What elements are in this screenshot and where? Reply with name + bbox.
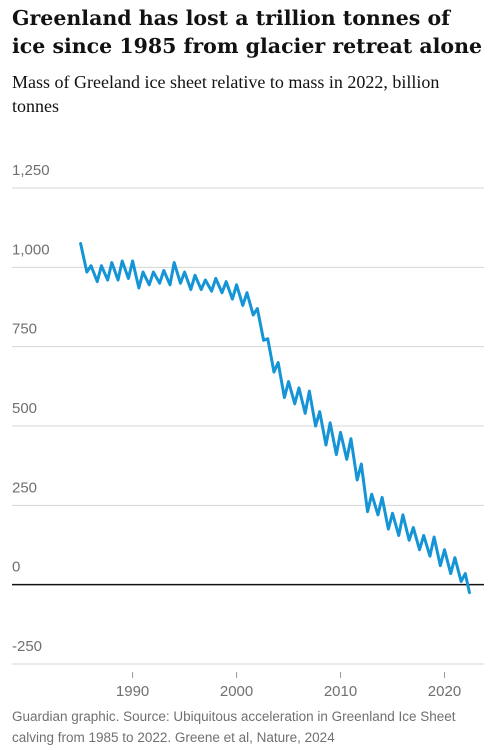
y-tick-label: 750 [12, 321, 37, 338]
y-tick-label: 500 [12, 400, 37, 417]
y-tick-label: -250 [12, 638, 42, 655]
x-tick-label: 2010 [324, 683, 357, 700]
chart-subtitle: Mass of Greeland ice sheet relative to m… [12, 72, 440, 116]
source-note: Guardian graphic. Source: Ubiquitous acc… [12, 709, 456, 745]
y-tick-label: 0 [12, 559, 20, 576]
x-tick-label: 1990 [116, 683, 149, 700]
y-tick-label: 1,000 [12, 241, 50, 258]
data-line [79, 242, 471, 595]
x-tick-label: 2020 [428, 683, 461, 700]
chart-title: Greenland has lost a trillion tonnes of … [12, 6, 483, 58]
y-tick-label: 250 [12, 479, 37, 496]
x-tick-label: 2000 [220, 683, 253, 700]
y-tick-label: 1,250 [12, 162, 50, 179]
